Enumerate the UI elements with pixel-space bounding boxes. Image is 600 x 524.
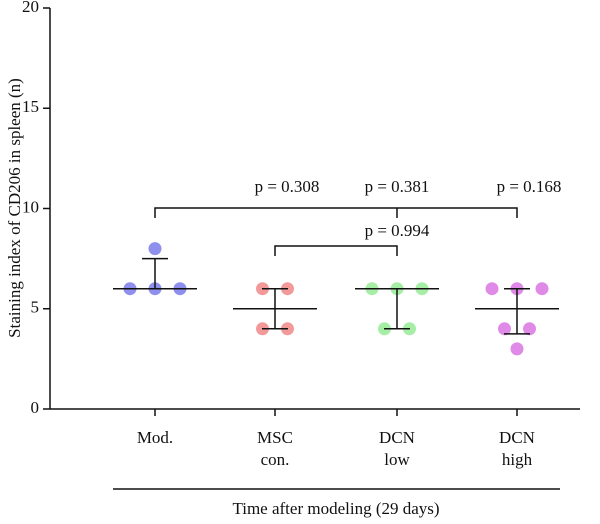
bracket bbox=[274, 245, 398, 256]
y-tick-label: 20 bbox=[22, 0, 39, 16]
x-tick-label: Mod. bbox=[137, 428, 173, 447]
bracket bbox=[154, 207, 518, 218]
x-tick-label: DCN high bbox=[499, 428, 535, 469]
point bbox=[148, 242, 162, 256]
y-tick-label: 0 bbox=[31, 398, 40, 417]
x-tick-label-line: Mod. bbox=[137, 428, 173, 447]
x-tick-label-line: MSC bbox=[257, 428, 293, 447]
p-value: p = 0.994 bbox=[365, 221, 430, 240]
x-tick-label-line: high bbox=[502, 450, 533, 469]
point bbox=[485, 282, 499, 296]
x-axis-label: Time after modeling (29 days) bbox=[232, 499, 439, 518]
y-tick-label: 10 bbox=[22, 197, 39, 216]
p-value: p = 0.168 bbox=[497, 177, 562, 196]
p-value: p = 0.308 bbox=[255, 177, 320, 196]
x-tick-label: DCN low bbox=[379, 428, 415, 469]
p-value: p = 0.381 bbox=[365, 177, 430, 196]
y-tick-label: 15 bbox=[22, 97, 39, 116]
x-tick-label: MSC con. bbox=[257, 428, 293, 469]
point bbox=[523, 322, 536, 336]
x-tick-label-line: con. bbox=[261, 450, 290, 469]
point bbox=[535, 282, 549, 296]
x-tick-label-line: DCN bbox=[499, 428, 535, 447]
y-tick-label: 5 bbox=[31, 298, 40, 317]
point bbox=[510, 342, 524, 356]
point bbox=[498, 322, 511, 336]
y-axis-label: Staining index of CD206 in spleen (n) bbox=[5, 78, 24, 338]
x-tick-label-line: low bbox=[384, 450, 410, 469]
x-tick-label-line: DCN bbox=[379, 428, 415, 447]
